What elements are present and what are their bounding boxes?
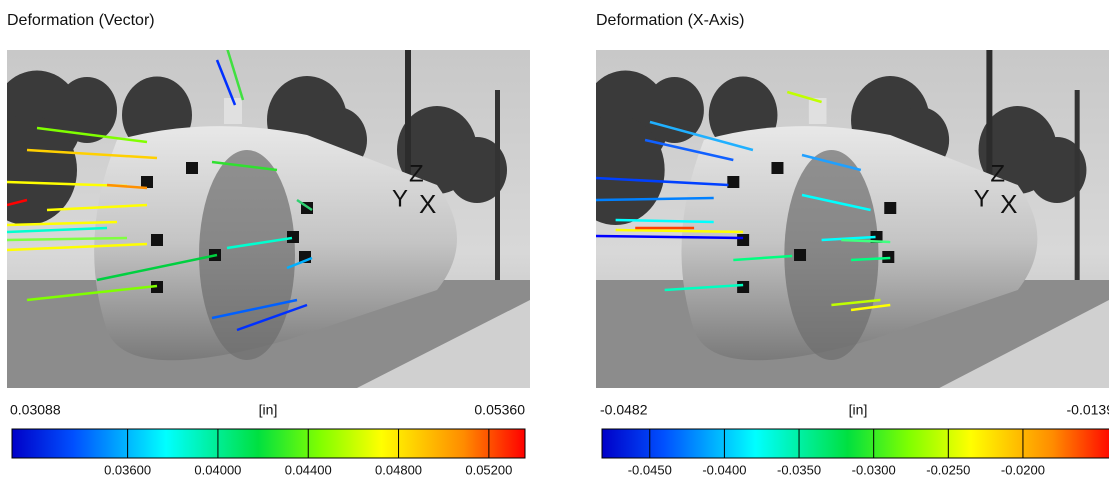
colorbar-tick-label: -0.0250	[926, 462, 970, 477]
overlay-arrow	[831, 298, 881, 307]
colorbar-tick-label: -0.0450	[628, 462, 672, 477]
overlay-arrow	[7, 226, 108, 234]
colorbar-tick-label: 0.04400	[285, 462, 332, 477]
colorbar-tick-label: 0.04800	[375, 462, 422, 477]
colorbar	[11, 428, 526, 459]
overlay-arrow	[649, 120, 754, 152]
overlay-arrow	[821, 235, 876, 242]
photo-target	[794, 249, 807, 261]
overlay-arrow	[596, 176, 729, 187]
photo-tree	[447, 137, 507, 203]
colorbar-tick-label: 0.04000	[194, 462, 241, 477]
overlay-arrow	[841, 238, 891, 244]
overlay-arrow	[211, 160, 278, 172]
colorbar-min: -0.0482	[600, 402, 648, 418]
overlay-arrow	[236, 303, 308, 332]
photo-pole	[986, 50, 993, 250]
overlay-arrow	[7, 242, 148, 252]
overlay-arrow	[7, 220, 118, 227]
colorbar-unit: [in]	[259, 402, 278, 418]
overlay-arrow	[596, 234, 744, 240]
photo-tree	[57, 77, 117, 143]
photo-nozzle	[224, 98, 242, 124]
photo-target	[151, 234, 163, 246]
overlay-arrow	[211, 298, 298, 320]
photo-target	[737, 281, 750, 293]
overlay-arrow	[106, 183, 148, 190]
photo-tree	[1027, 137, 1087, 203]
photo-tree	[596, 115, 665, 225]
photo-tree	[645, 77, 704, 143]
photo-target	[727, 176, 740, 188]
photo-tree	[7, 115, 77, 225]
triad-z: Z	[409, 160, 424, 187]
overlay-arrow	[7, 198, 28, 207]
overlay-arrow	[296, 198, 313, 212]
overlay-arrow	[850, 256, 891, 262]
photo-pole	[405, 50, 411, 250]
overlay-arrow	[7, 236, 128, 242]
overlay-arrow	[615, 218, 714, 224]
overlay-arrow	[615, 228, 744, 234]
photo-tank-end	[784, 150, 879, 360]
image-view: YZX	[596, 50, 1109, 388]
photo-target	[870, 231, 883, 243]
photo-target	[884, 202, 897, 214]
triad-x: X	[1000, 189, 1017, 219]
image-view: YZX	[7, 50, 530, 388]
colorbar-tick-label: -0.0350	[777, 462, 821, 477]
photo-pavement	[939, 300, 1109, 388]
triad-z: Z	[990, 160, 1005, 187]
photo-target	[771, 162, 784, 174]
colorbar-min: 0.03088	[10, 402, 61, 418]
overlay-arrow	[801, 153, 862, 172]
photo-pole	[1074, 90, 1080, 280]
colorbar-tick-label: 0.03600	[104, 462, 151, 477]
triad-y: Y	[392, 185, 408, 212]
overlay-arrow	[644, 138, 734, 162]
overlay-arrow	[850, 303, 891, 312]
overlay-arrow	[36, 126, 148, 144]
colorbar-unit: [in]	[849, 402, 868, 418]
photo-nozzle	[808, 98, 827, 124]
photo-tank-end	[199, 150, 295, 360]
overlay-arrow	[215, 59, 237, 106]
overlay-arrow	[786, 90, 822, 104]
colorbar-tick-label: -0.0200	[1001, 462, 1045, 477]
overlay-arrow	[664, 283, 744, 292]
colorbar-tick-label: -0.0300	[852, 462, 896, 477]
triad-y: Y	[974, 185, 990, 212]
panel-title: Deformation (X-Axis)	[596, 12, 744, 29]
overlay-arrow	[226, 50, 245, 101]
overlay-arrow	[226, 236, 293, 250]
overlay-arrow	[26, 284, 158, 302]
overlay-arrow	[596, 196, 714, 202]
panel-title: Deformation (Vector)	[7, 12, 155, 29]
colorbar	[601, 428, 1109, 459]
overlay-arrow	[46, 203, 148, 212]
photo-pavement	[357, 300, 530, 388]
colorbar-tick-label: 0.05200	[465, 462, 512, 477]
colorbar-tick-label: -0.0400	[702, 462, 746, 477]
overlay-arrow	[26, 148, 158, 160]
overlay-arrow	[733, 254, 793, 262]
photo-target	[287, 231, 299, 243]
triad-x: X	[419, 189, 436, 219]
colorbar-max: -0.0139	[1067, 402, 1109, 418]
photo-pole	[495, 90, 500, 280]
colorbar-max: 0.05360	[474, 402, 525, 418]
photo-target	[141, 176, 153, 188]
overlay-arrow	[801, 193, 871, 212]
overlay-arrow	[286, 256, 313, 270]
photo-target	[186, 162, 198, 174]
overlay-arrow	[96, 253, 218, 282]
photo-target	[737, 234, 750, 246]
